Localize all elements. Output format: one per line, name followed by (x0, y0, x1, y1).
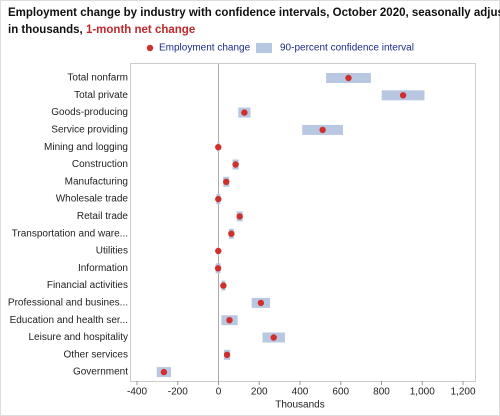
point (345, 74, 352, 82)
y-tick-label: Retail trade (77, 211, 129, 222)
title-highlight: 1-month net change (86, 24, 195, 36)
legend-marker (256, 43, 272, 53)
y-tick-label: Total private (74, 90, 128, 101)
x-tick-label: -400 (127, 387, 147, 398)
x-tick-label: 800 (373, 387, 390, 398)
point (223, 178, 230, 185)
y-tick-label: Information (78, 263, 128, 274)
y-tick-label: Professional and busines... (8, 298, 128, 309)
point (228, 230, 235, 237)
x-tick-label: 1,000 (410, 387, 435, 398)
y-tick-label: Leisure and hospitality (28, 332, 128, 343)
x-tick-label: 400 (292, 387, 309, 398)
y-tick-label: Service providing (51, 125, 128, 136)
chart-title: Employment change by industry with confi… (8, 7, 500, 19)
point (215, 144, 222, 151)
point (214, 265, 222, 272)
x-axis-label: Thousands (275, 400, 324, 411)
point (270, 334, 277, 341)
y-tick-label: Education and health ser... (10, 315, 128, 326)
x-tick-label: -200 (168, 387, 188, 398)
point (236, 213, 243, 220)
x-tick-label: 200 (251, 387, 268, 398)
y-tick-label: Construction (72, 159, 128, 170)
point (319, 126, 326, 134)
x-tick-label: 1,200 (450, 387, 475, 398)
title-line: in thousands, (8, 24, 83, 36)
point (215, 247, 222, 255)
y-tick-label: Total nonfarm (67, 73, 128, 84)
y-tick-label: Manufacturing (65, 176, 128, 187)
y-tick-label: Mining and logging (44, 142, 128, 153)
y-tick-label: Other services (64, 349, 128, 360)
legend-label: Employment change (159, 43, 251, 54)
y-tick-label: Government (73, 367, 128, 378)
point (220, 282, 227, 289)
point (232, 161, 239, 168)
chart-title: in thousands, 1-month net change (8, 24, 195, 36)
y-tick-label: Wholesale trade (56, 194, 129, 205)
plot-frame (130, 63, 476, 382)
point (215, 195, 222, 203)
point (160, 368, 168, 376)
y-tick-label: Transportation and ware... (12, 228, 128, 239)
y-tick-label: Goods-producing (51, 107, 128, 118)
point (399, 92, 407, 99)
legend-marker (146, 44, 154, 52)
point (257, 299, 265, 307)
x-tick-label: 600 (332, 387, 349, 398)
point (226, 317, 233, 324)
legend-label: 90-percent confidence interval (280, 43, 414, 54)
point (241, 109, 248, 116)
x-tick-label: 0 (216, 387, 222, 398)
point (223, 351, 231, 358)
y-tick-label: Utilities (96, 246, 128, 257)
y-tick-label: Financial activities (47, 280, 128, 291)
